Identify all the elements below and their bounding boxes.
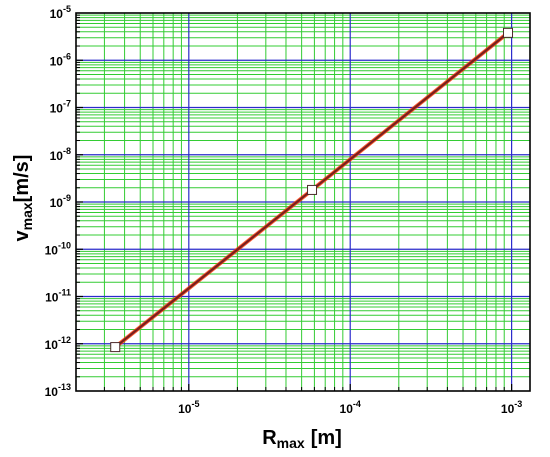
x-axis-title-sub: max xyxy=(277,435,305,451)
series-layer xyxy=(110,27,514,353)
data-point-marker xyxy=(110,342,121,353)
x-axis-title-unit: [m] xyxy=(311,427,342,449)
y-tick-label-base: 10 xyxy=(45,291,59,305)
y-tick-label-base: 10 xyxy=(50,196,64,210)
x-tick-label-base: 10 xyxy=(501,402,515,416)
y-tick-label-exponent: -6 xyxy=(63,51,71,61)
y-tick-label-exponent: -8 xyxy=(63,146,71,156)
y-tick-label-exponent: -10 xyxy=(58,240,71,250)
y-tick-label: 10-13 xyxy=(45,382,71,399)
y-tick-label-exponent: -13 xyxy=(58,382,71,392)
y-tick-label: 10-12 xyxy=(45,335,71,352)
data-point-marker xyxy=(503,27,514,38)
y-tick-label-base: 10 xyxy=(50,102,64,116)
y-tick-label: 10-8 xyxy=(50,146,71,163)
y-tick-label: 10-6 xyxy=(50,51,71,68)
x-axis-title-main: R xyxy=(262,427,277,449)
x-tick-label: 10-5 xyxy=(178,399,199,416)
y-tick-label: 10-9 xyxy=(50,193,71,210)
y-tick-label: 10-11 xyxy=(45,288,71,305)
y-tick-label-exponent: -12 xyxy=(58,335,71,345)
y-tick-label-exponent: -5 xyxy=(63,4,71,14)
x-tick-label: 10-4 xyxy=(340,399,361,416)
major-grid xyxy=(76,13,530,391)
y-axis-title: vmax[m/s] xyxy=(11,155,35,242)
y-tick-label-base: 10 xyxy=(45,243,59,257)
y-tick-label-exponent: -9 xyxy=(63,193,71,203)
x-tick-label-exponent: -5 xyxy=(191,399,199,409)
y-tick-label-base: 10 xyxy=(50,7,64,21)
y-tick-label-exponent: -7 xyxy=(63,99,71,109)
y-tick-label: 10-5 xyxy=(50,4,71,21)
x-tick-label-exponent: -4 xyxy=(353,399,361,409)
x-tick-label: 10-3 xyxy=(501,399,522,416)
y-tick-label: 10-10 xyxy=(45,240,71,257)
y-tick-label-base: 10 xyxy=(50,54,64,68)
y-tick-label-base: 10 xyxy=(45,338,59,352)
x-axis-title: Rmax [m] xyxy=(262,427,342,451)
y-tick-label: 10-7 xyxy=(50,99,71,116)
y-axis-title-sub: max xyxy=(19,202,35,230)
y-tick-label-base: 10 xyxy=(45,385,59,399)
tick-marks xyxy=(75,14,513,391)
y-tick-label-exponent: -11 xyxy=(58,288,71,298)
x-tick-labels: 10-5 10-4 10-3 xyxy=(178,399,522,416)
data-point-marker xyxy=(307,184,318,195)
y-tick-label-base: 10 xyxy=(50,149,64,163)
x-tick-label-base: 10 xyxy=(178,402,192,416)
y-axis-title-main: v xyxy=(11,229,33,241)
x-tick-label-base: 10 xyxy=(340,402,354,416)
x-tick-label-exponent: -3 xyxy=(514,399,522,409)
y-axis-title-unit: [m/s] xyxy=(11,155,33,203)
